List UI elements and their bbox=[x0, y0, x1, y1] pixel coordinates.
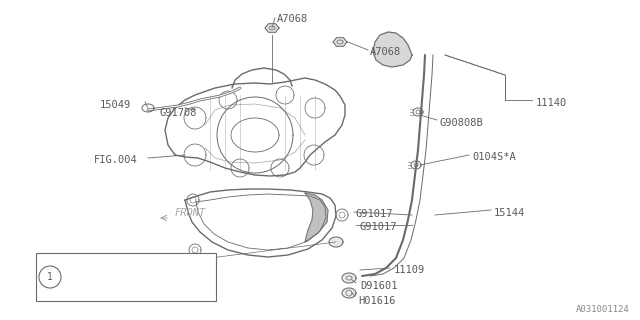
Polygon shape bbox=[342, 288, 356, 298]
Text: G91708: G91708 bbox=[160, 108, 198, 118]
Text: G91017: G91017 bbox=[360, 222, 397, 232]
Text: G90808B: G90808B bbox=[440, 118, 484, 128]
Polygon shape bbox=[305, 193, 328, 242]
Text: 15144: 15144 bbox=[494, 208, 525, 218]
FancyBboxPatch shape bbox=[36, 253, 216, 301]
Polygon shape bbox=[342, 273, 356, 283]
Polygon shape bbox=[373, 32, 412, 67]
Text: A50685 ('11MY1007- ): A50685 ('11MY1007- ) bbox=[68, 262, 175, 271]
Text: A7068: A7068 bbox=[277, 14, 308, 24]
Polygon shape bbox=[333, 38, 347, 46]
Text: 0104S*A: 0104S*A bbox=[472, 152, 516, 162]
Text: 11140: 11140 bbox=[536, 98, 567, 108]
Text: FRONT: FRONT bbox=[175, 208, 206, 218]
Text: A031001124: A031001124 bbox=[576, 305, 630, 314]
Polygon shape bbox=[329, 237, 343, 247]
Polygon shape bbox=[265, 24, 279, 32]
Text: A50635 (-'11MY1007): A50635 (-'11MY1007) bbox=[68, 286, 170, 295]
Text: A7068: A7068 bbox=[370, 47, 401, 57]
Text: 11109: 11109 bbox=[394, 265, 425, 275]
Text: FIG.004: FIG.004 bbox=[94, 155, 138, 165]
Text: G91017: G91017 bbox=[356, 209, 394, 219]
Text: D91601: D91601 bbox=[360, 281, 397, 291]
Text: 1: 1 bbox=[47, 272, 53, 282]
Text: H01616: H01616 bbox=[358, 296, 396, 306]
Text: 15049: 15049 bbox=[100, 100, 131, 110]
